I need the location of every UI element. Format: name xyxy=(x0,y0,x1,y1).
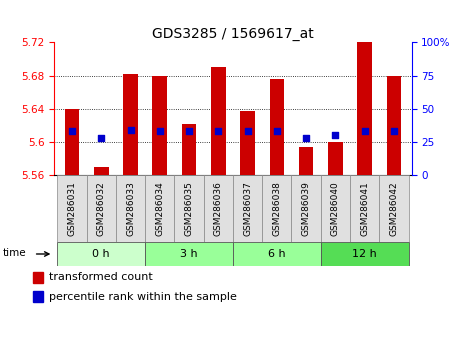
Bar xyxy=(328,142,343,175)
Point xyxy=(215,129,222,134)
Text: 0 h: 0 h xyxy=(92,249,110,259)
Bar xyxy=(152,76,167,175)
FancyBboxPatch shape xyxy=(233,175,262,242)
Bar xyxy=(211,67,226,175)
FancyBboxPatch shape xyxy=(291,175,321,242)
FancyBboxPatch shape xyxy=(204,175,233,242)
FancyBboxPatch shape xyxy=(350,175,379,242)
Point xyxy=(361,129,368,134)
Text: 6 h: 6 h xyxy=(268,249,286,259)
Text: percentile rank within the sample: percentile rank within the sample xyxy=(49,292,237,302)
Title: GDS3285 / 1569617_at: GDS3285 / 1569617_at xyxy=(152,28,314,41)
FancyBboxPatch shape xyxy=(321,175,350,242)
Text: GSM286039: GSM286039 xyxy=(302,181,311,236)
Text: GSM286040: GSM286040 xyxy=(331,182,340,236)
FancyBboxPatch shape xyxy=(145,175,175,242)
Bar xyxy=(33,272,43,283)
Point xyxy=(302,135,310,141)
Text: transformed count: transformed count xyxy=(49,272,153,282)
Text: GSM286035: GSM286035 xyxy=(184,181,193,236)
Point xyxy=(244,129,251,134)
Text: GSM286034: GSM286034 xyxy=(155,182,164,236)
Point xyxy=(185,129,193,134)
Text: GSM286031: GSM286031 xyxy=(68,181,77,236)
Bar xyxy=(358,42,372,175)
FancyBboxPatch shape xyxy=(379,175,409,242)
Text: GSM286032: GSM286032 xyxy=(97,182,106,236)
FancyBboxPatch shape xyxy=(145,242,233,266)
Bar xyxy=(94,167,108,175)
Bar xyxy=(182,124,196,175)
FancyBboxPatch shape xyxy=(233,242,321,266)
FancyBboxPatch shape xyxy=(321,242,409,266)
Bar xyxy=(270,79,284,175)
FancyBboxPatch shape xyxy=(262,175,291,242)
Text: GSM286036: GSM286036 xyxy=(214,181,223,236)
Point xyxy=(156,129,164,134)
Bar xyxy=(386,76,401,175)
Point xyxy=(127,127,134,133)
Text: GSM286041: GSM286041 xyxy=(360,182,369,236)
Point xyxy=(332,132,339,138)
Point xyxy=(97,135,105,141)
Bar xyxy=(123,74,138,175)
Point xyxy=(68,129,76,134)
Bar xyxy=(33,291,43,302)
Text: time: time xyxy=(3,248,26,258)
Bar xyxy=(65,109,79,175)
Text: 12 h: 12 h xyxy=(352,249,377,259)
FancyBboxPatch shape xyxy=(57,175,87,242)
FancyBboxPatch shape xyxy=(175,175,204,242)
Text: GSM286042: GSM286042 xyxy=(389,182,398,236)
FancyBboxPatch shape xyxy=(57,242,145,266)
Point xyxy=(390,129,398,134)
Text: GSM286033: GSM286033 xyxy=(126,181,135,236)
Bar xyxy=(299,147,314,175)
Text: 3 h: 3 h xyxy=(180,249,198,259)
FancyBboxPatch shape xyxy=(87,175,116,242)
Text: GSM286038: GSM286038 xyxy=(272,181,281,236)
Point xyxy=(273,129,280,134)
Text: GSM286037: GSM286037 xyxy=(243,181,252,236)
FancyBboxPatch shape xyxy=(116,175,145,242)
Bar xyxy=(240,110,255,175)
